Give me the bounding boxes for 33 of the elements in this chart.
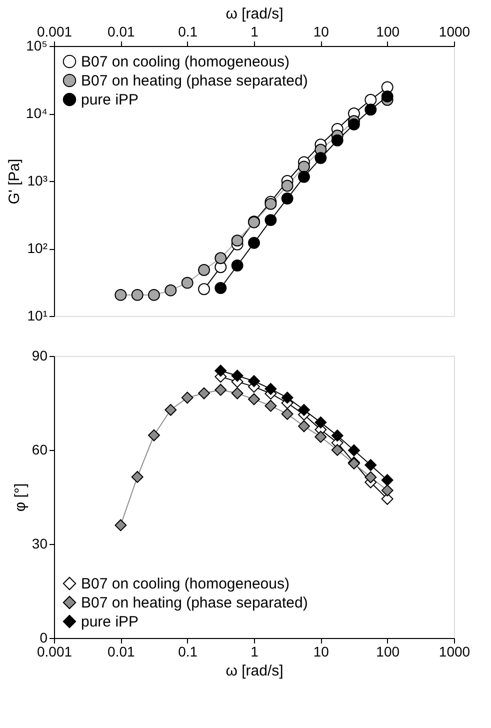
y-tick-label: 0 (40, 630, 48, 646)
legend-label: B07 on cooling (homogeneous) (81, 576, 290, 592)
x-axis-title: ω [rad/s] (226, 6, 284, 22)
x-tick-label: 0.01 (108, 24, 136, 40)
legend-label: pure iPP (81, 92, 139, 108)
x-tick-label: 100 (376, 644, 400, 660)
y-tick-label: 30 (32, 536, 48, 552)
y-tick-label: 10⁴ (26, 105, 48, 121)
x-tick-label: 100 (376, 24, 400, 40)
x-tick-label: 10 (313, 644, 330, 660)
legend-label: B07 on heating (phase separated) (81, 594, 308, 612)
x-tick-label: 1000 (438, 24, 470, 40)
y-tick-label: 10² (27, 240, 48, 256)
y-tick-label: 10³ (27, 172, 48, 188)
x-tick-label: 10 (313, 24, 330, 40)
legend-label: B07 on heating (phase separated) (81, 72, 308, 90)
x-tick-label: 1000 (438, 644, 470, 660)
x-tick-label: 0.1 (178, 644, 198, 660)
x-tick-label: 1 (250, 644, 259, 660)
legend-label: pure iPP (81, 614, 139, 630)
x-tick-label: 1 (250, 24, 259, 40)
y-tick-label: 90 (32, 348, 48, 364)
y-tick-label: 10¹ (27, 308, 48, 324)
x-tick-label: 0.001 (36, 644, 72, 660)
y-axis-title: G' [Pa] (6, 158, 23, 204)
y-axis-title: φ [°] (12, 483, 29, 512)
x-tick-label: 0.01 (108, 644, 136, 660)
legend-label: B07 on cooling (homogeneous) (81, 54, 290, 70)
x-tick-label: 0.1 (178, 24, 198, 40)
x-tick-label: 0.001 (36, 24, 72, 40)
y-tick-label: 10⁵ (26, 38, 48, 54)
x-axis-title: ω [rad/s] (226, 662, 284, 680)
y-tick-label: 60 (32, 442, 48, 458)
